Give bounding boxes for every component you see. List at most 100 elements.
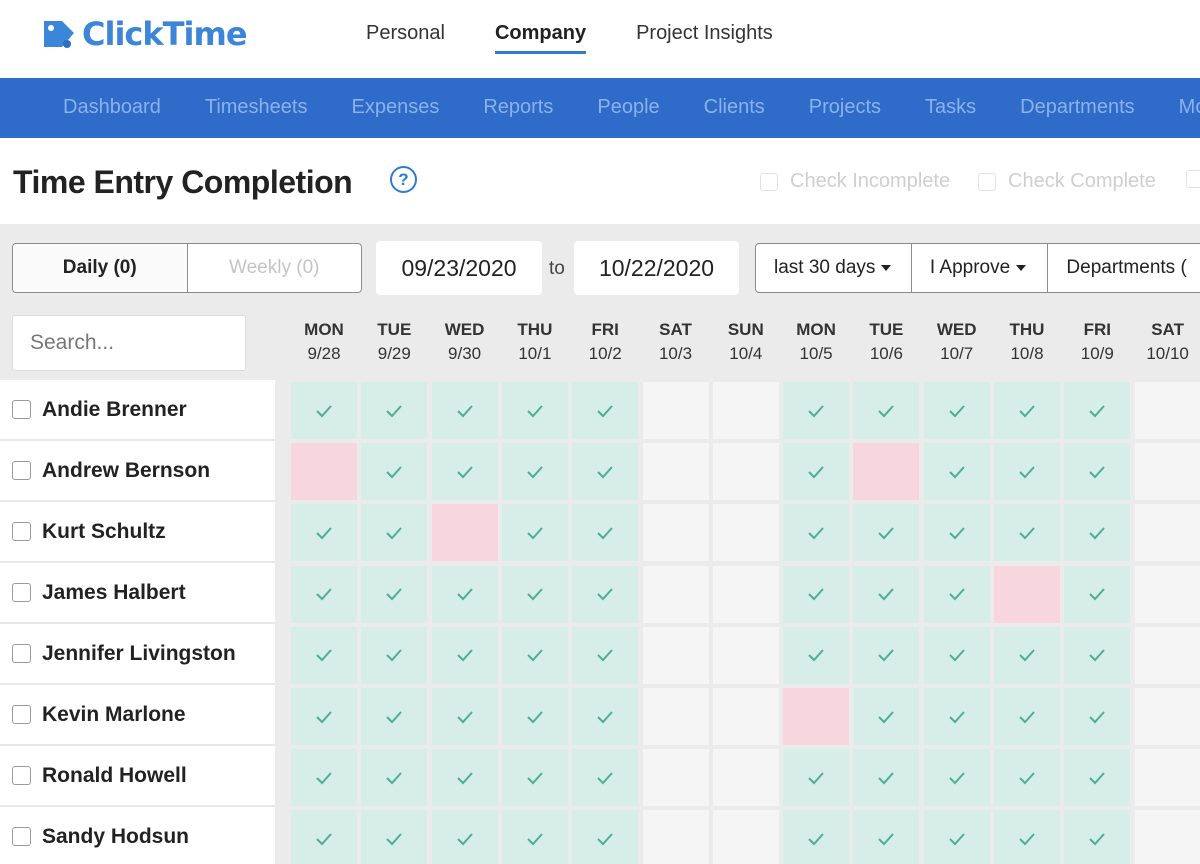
empty-cell[interactable] (1134, 688, 1200, 745)
complete-cell[interactable] (994, 504, 1060, 562)
logo[interactable]: ClickTime (40, 14, 248, 54)
nav-clients[interactable]: Clients (703, 96, 765, 118)
complete-cell[interactable] (572, 443, 639, 501)
complete-cell[interactable] (853, 810, 920, 864)
empty-cell[interactable] (642, 382, 709, 439)
complete-cell[interactable] (1064, 810, 1131, 864)
complete-cell[interactable] (1064, 565, 1131, 623)
empty-cell[interactable] (642, 443, 709, 501)
complete-cell[interactable] (994, 810, 1060, 864)
complete-cell[interactable] (361, 382, 428, 439)
incomplete-cell[interactable] (783, 688, 850, 745)
nav-departments[interactable]: Departments (1020, 96, 1135, 118)
complete-cell[interactable] (1064, 749, 1131, 807)
empty-cell[interactable] (1134, 443, 1200, 501)
complete-cell[interactable] (572, 565, 639, 623)
empty-cell[interactable] (712, 443, 779, 501)
daily-toggle-button[interactable]: Daily (0) (13, 244, 188, 292)
complete-cell[interactable] (1064, 688, 1131, 745)
incomplete-cell[interactable] (431, 504, 498, 562)
complete-cell[interactable] (361, 443, 428, 501)
end-date-input[interactable]: 10/22/2020 (574, 241, 739, 295)
person-checkbox[interactable] (12, 827, 31, 846)
complete-cell[interactable] (572, 810, 639, 864)
complete-cell[interactable] (501, 749, 568, 807)
person-checkbox[interactable] (12, 461, 31, 480)
extra-option[interactable] (1186, 170, 1200, 188)
person-checkbox[interactable] (12, 766, 31, 785)
complete-cell[interactable] (361, 626, 428, 684)
complete-cell[interactable] (431, 810, 498, 864)
nav-expenses[interactable]: Expenses (351, 96, 440, 118)
complete-cell[interactable] (572, 749, 639, 807)
empty-cell[interactable] (642, 688, 709, 745)
complete-cell[interactable] (783, 626, 850, 684)
complete-cell[interactable] (994, 626, 1060, 684)
empty-cell[interactable] (712, 810, 779, 864)
empty-cell[interactable] (1134, 504, 1200, 562)
complete-cell[interactable] (783, 504, 850, 562)
person-checkbox[interactable] (12, 522, 31, 541)
complete-cell[interactable] (923, 382, 990, 439)
empty-cell[interactable] (642, 749, 709, 807)
complete-cell[interactable] (853, 504, 920, 562)
empty-cell[interactable] (642, 810, 709, 864)
complete-cell[interactable] (501, 443, 568, 501)
nav-projects[interactable]: Projects (808, 96, 882, 118)
empty-cell[interactable] (712, 688, 779, 745)
complete-cell[interactable] (431, 443, 498, 501)
complete-cell[interactable] (501, 688, 568, 745)
complete-cell[interactable] (853, 688, 920, 745)
empty-cell[interactable] (1134, 565, 1200, 623)
nav-more[interactable]: Mo (1178, 96, 1200, 118)
complete-cell[interactable] (501, 504, 568, 562)
incomplete-cell[interactable] (291, 443, 357, 501)
complete-cell[interactable] (923, 504, 990, 562)
nav-tasks[interactable]: Tasks (925, 96, 977, 118)
top-nav-company[interactable]: Company (494, 22, 587, 54)
complete-cell[interactable] (572, 688, 639, 745)
nav-people[interactable]: People (597, 96, 660, 118)
complete-cell[interactable] (994, 688, 1060, 745)
top-nav-personal[interactable]: Personal (366, 22, 445, 44)
complete-cell[interactable] (431, 749, 498, 807)
complete-cell[interactable] (572, 382, 639, 439)
empty-cell[interactable] (1134, 382, 1200, 439)
question-circle-icon[interactable]: ? (390, 166, 417, 193)
complete-cell[interactable] (291, 626, 357, 684)
complete-cell[interactable] (361, 565, 428, 623)
complete-cell[interactable] (291, 382, 357, 439)
complete-cell[interactable] (291, 749, 357, 807)
incomplete-cell[interactable] (853, 443, 920, 501)
complete-cell[interactable] (501, 626, 568, 684)
complete-cell[interactable] (361, 749, 428, 807)
complete-cell[interactable] (923, 810, 990, 864)
complete-cell[interactable] (853, 565, 920, 623)
complete-cell[interactable] (291, 810, 357, 864)
complete-cell[interactable] (291, 688, 357, 745)
empty-cell[interactable] (712, 626, 779, 684)
top-nav-project-insights[interactable]: Project Insights (636, 22, 773, 44)
person-checkbox[interactable] (12, 400, 31, 419)
range-dropdown[interactable]: last 30 days (756, 244, 912, 292)
check-complete-checkbox[interactable] (978, 172, 996, 191)
complete-cell[interactable] (923, 688, 990, 745)
complete-cell[interactable] (431, 626, 498, 684)
complete-cell[interactable] (783, 749, 850, 807)
nav-dashboard[interactable]: Dashboard (63, 96, 161, 118)
nav-timesheets[interactable]: Timesheets (204, 96, 308, 118)
complete-cell[interactable] (783, 382, 850, 439)
empty-cell[interactable] (712, 749, 779, 807)
complete-cell[interactable] (572, 504, 639, 562)
empty-cell[interactable] (1134, 626, 1200, 684)
approver-dropdown[interactable]: I Approve (912, 244, 1049, 292)
complete-cell[interactable] (501, 810, 568, 864)
weekly-toggle-button[interactable]: Weekly (0) (229, 257, 320, 278)
incomplete-cell[interactable] (994, 565, 1060, 623)
complete-cell[interactable] (501, 382, 568, 439)
empty-cell[interactable] (712, 504, 779, 562)
complete-cell[interactable] (361, 810, 428, 864)
complete-cell[interactable] (853, 749, 920, 807)
person-checkbox[interactable] (12, 705, 31, 724)
complete-cell[interactable] (361, 688, 428, 745)
